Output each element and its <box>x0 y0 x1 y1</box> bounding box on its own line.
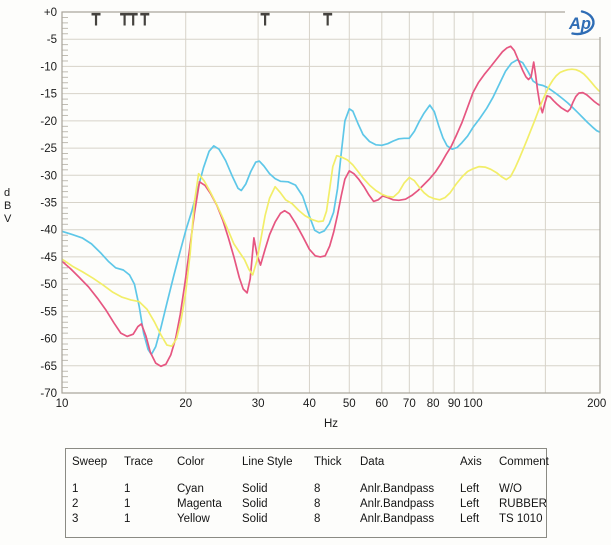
x-tick-label: 100 <box>463 398 482 410</box>
trace-yellow <box>62 68 600 348</box>
legend-cell: Solid <box>242 498 268 510</box>
legend-header-line-style: Line Style <box>242 456 293 468</box>
x-tick-label: 90 <box>448 398 461 410</box>
y-tick-label: -20 <box>40 116 57 128</box>
legend-cell: Cyan <box>177 483 204 495</box>
x-tick-label: 30 <box>252 398 265 410</box>
legend-cell: 1 <box>124 513 131 525</box>
legend-header-data: Data <box>360 456 385 468</box>
ap-logo-swoosh-icon <box>571 10 595 36</box>
trace-magenta <box>62 45 600 368</box>
y-tick-label: -70 <box>40 388 57 400</box>
legend-cell: Yellow <box>177 513 210 525</box>
y-tick-label: -50 <box>40 279 57 291</box>
ap-logo-text: Ap <box>568 15 591 33</box>
x-tick-label: 10 <box>56 398 69 410</box>
y-axis-unit-dbv: d <box>4 187 10 199</box>
y-tick-label: -55 <box>40 306 57 318</box>
legend-cell: Anlr.Bandpass <box>360 513 435 525</box>
y-tick-label: -60 <box>40 334 57 346</box>
legend-cell: W/O <box>499 483 522 495</box>
legend-header-axis: Axis <box>460 456 482 468</box>
t-cursor-marker-icon <box>91 12 101 26</box>
legend-cell: Magenta <box>177 498 222 510</box>
legend-cell: 8 <box>314 513 321 525</box>
y-tick-label: -65 <box>40 361 57 373</box>
legend-cell: Anlr.Bandpass <box>360 483 435 495</box>
legend-header-comment: Comment <box>499 456 549 468</box>
legend-header-trace: Trace <box>124 456 153 468</box>
x-tick-label: 200 <box>587 398 606 410</box>
trace-cyan <box>62 59 600 356</box>
audio-precision-logo: Ap <box>565 9 607 37</box>
y-tick-label: -40 <box>40 225 57 237</box>
legend-cell: 2 <box>72 498 79 510</box>
frequency-response-chart: +0 -5 -10 -15 -20 -25 -30 -35 -40 -45 -50 -55 -60 -65… <box>4 7 607 430</box>
x-axis-unit-hz: Hz <box>324 418 338 430</box>
legend-row: 2 1 Magenta Solid 8 Anlr.Bandpass Left RUBBER <box>66 497 547 512</box>
t-cursor-marker-icon <box>120 12 130 26</box>
legend-header-thick: Thick <box>314 456 342 468</box>
legend-cell: 1 <box>124 483 131 495</box>
x-tick-label: 20 <box>179 398 192 410</box>
legend-cell: 1 <box>124 498 131 510</box>
y-tick-label: -30 <box>40 170 57 182</box>
legend-cell: 8 <box>314 483 321 495</box>
legend-row: 3 1 Yellow Solid 8 Anlr.Bandpass Left TS 1010 <box>66 512 546 527</box>
legend-cell: Left <box>460 498 480 510</box>
y-tick-label: +0 <box>44 7 57 19</box>
trace-legend-table: Sweep Trace Color Line Style Thick Data Axis Co… <box>65 448 549 538</box>
legend-cell: 1 <box>72 483 79 495</box>
y-axis-unit-dbv: B <box>4 200 11 212</box>
t-cursor-marker-icon <box>323 12 333 26</box>
x-tick-label: 60 <box>375 398 388 410</box>
legend-cell: RUBBER <box>499 498 547 510</box>
y-tick-label: -5 <box>47 34 57 46</box>
x-tick-label: 70 <box>403 398 416 410</box>
legend-cell: Left <box>460 483 480 495</box>
legend-cell: Solid <box>242 513 268 525</box>
legend-cell: 8 <box>314 498 321 510</box>
y-tick-label: -45 <box>40 252 57 264</box>
chart-canvas: +0 -5 -10 -15 -20 -25 -30 -35 -40 -45 -50 -55 -60 -65… <box>4 7 606 430</box>
legend-header-color: Color <box>177 456 205 468</box>
x-tick-label: 50 <box>343 398 356 410</box>
legend-header-sweep: Sweep <box>72 456 108 468</box>
legend-cell: Anlr.Bandpass <box>360 498 435 510</box>
t-cursor-marker-icon <box>128 12 138 26</box>
legend-header-row: Sweep Trace Color Line Style Thick Data Axis Co… <box>66 455 549 469</box>
y-tick-label: -15 <box>40 89 57 101</box>
x-tick-label: 40 <box>303 398 316 410</box>
x-tick-label: 80 <box>427 398 440 410</box>
legend-cell: 3 <box>72 513 79 525</box>
t-cursor-marker-icon <box>260 12 270 26</box>
y-axis-unit-dbv: V <box>4 213 12 225</box>
y-tick-label: -35 <box>40 198 57 210</box>
t-cursor-marker-icon <box>140 12 150 26</box>
legend-rows: 1 1 Cyan Solid 8 Anlr.Bandpass Left W/O 2 1 Magent… <box>66 482 547 527</box>
legend-cell: Left <box>460 513 480 525</box>
y-tick-label: -25 <box>40 143 57 155</box>
legend-row: 1 1 Cyan Solid 8 Anlr.Bandpass Left W/O <box>66 482 546 497</box>
legend-cell: TS 1010 <box>499 513 543 525</box>
legend-cell: Solid <box>242 483 268 495</box>
plot-border <box>61 11 601 394</box>
ap-logo-icon: Ap <box>568 10 595 36</box>
y-tick-label: -10 <box>40 61 57 73</box>
